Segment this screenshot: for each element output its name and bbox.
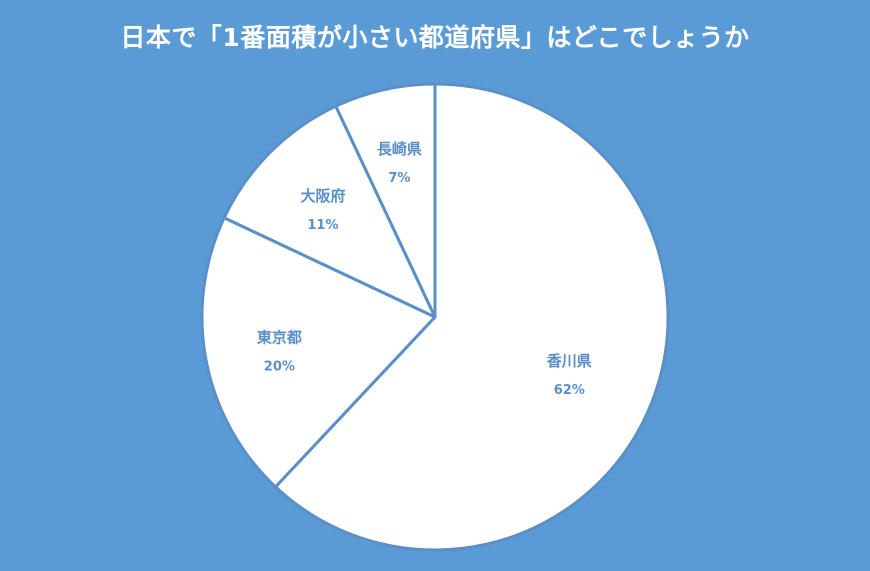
slice-category-label: 大阪府 — [300, 187, 345, 205]
slice-category-label: 長崎県 — [377, 140, 422, 158]
slice-nagasaki — [334, 82, 437, 319]
slice-osaka — [222, 104, 437, 319]
slice-percent-label: 7% — [388, 171, 410, 186]
slice-category-label: 東京都 — [257, 329, 302, 347]
chart-title: 日本で「1番面積が小さい都道府県」はどこでしょうか — [120, 23, 750, 52]
slice-kagawa — [274, 82, 670, 552]
slice-percent-label: 20% — [264, 360, 295, 375]
slice-percent-label: 62% — [554, 383, 585, 398]
slice-tokyo — [200, 216, 437, 489]
slice-category-label: 香川県 — [547, 352, 592, 370]
slice-percent-label: 11% — [307, 218, 338, 233]
